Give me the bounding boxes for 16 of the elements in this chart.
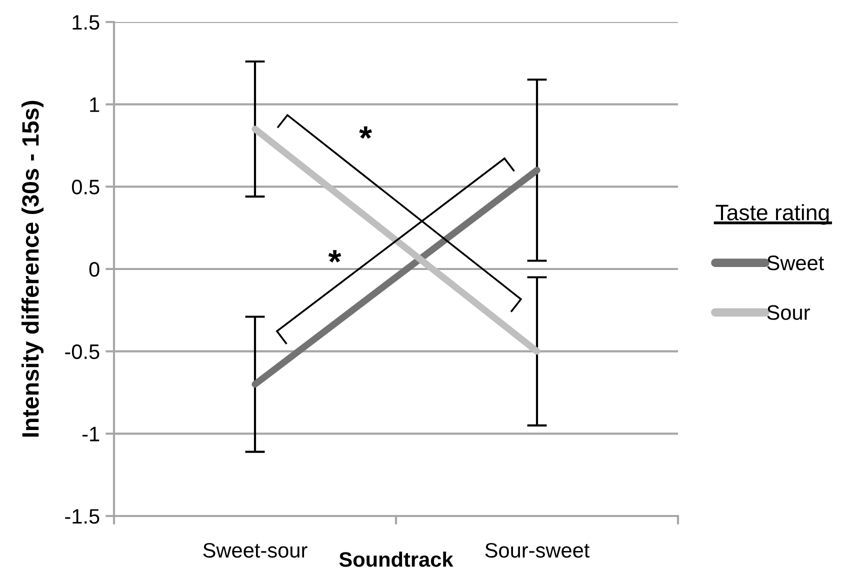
annotation: * (359, 126, 372, 139)
y-tick-label: 0 (89, 262, 100, 277)
legend-label: Sweet (767, 256, 824, 270)
x-tick-label: Sour-sweet (485, 542, 590, 558)
y-axis-title: Intensity difference (30s - 15s) (21, 100, 44, 437)
y-tick-label: -1.5 (65, 509, 100, 524)
x-axis-title: Soundtrack (339, 552, 454, 567)
x-tick-label: Sweet-sour (203, 542, 308, 558)
y-tick-label: 0.5 (72, 180, 100, 194)
y-tick-label: 1 (90, 98, 100, 112)
annotation: * (328, 250, 342, 262)
legend-title: Taste rating (716, 204, 829, 225)
y-tick-label: 1.5 (72, 15, 100, 30)
y-tick-label: -0.5 (65, 344, 100, 360)
legend-label: Sour (767, 305, 810, 320)
y-tick-label: -1 (82, 426, 100, 442)
